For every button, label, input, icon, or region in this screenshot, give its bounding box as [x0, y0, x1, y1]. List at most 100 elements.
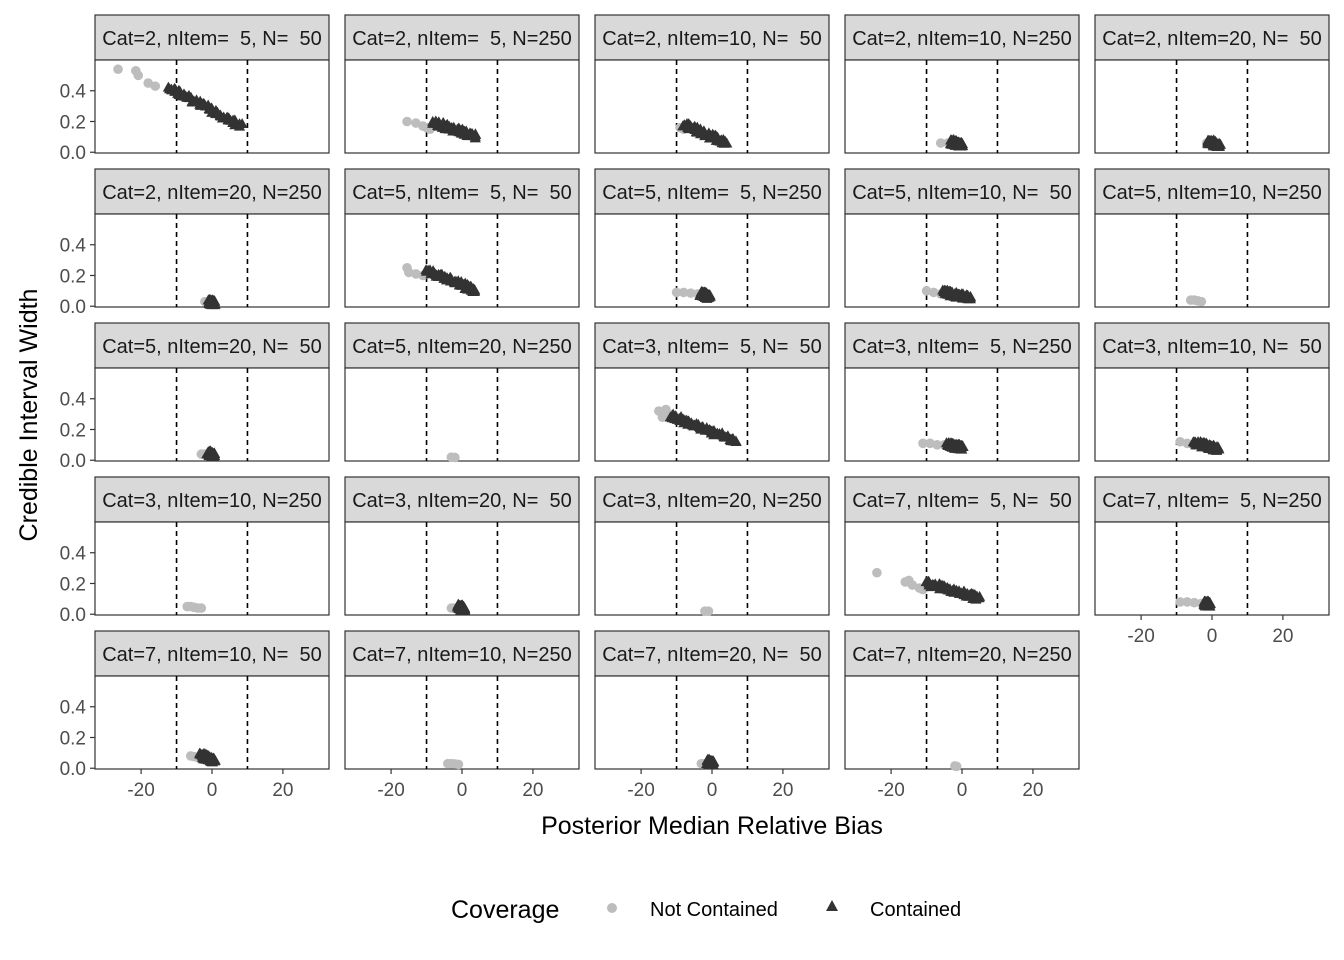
point-contained [954, 138, 966, 149]
point-not-contained [678, 287, 689, 298]
facet-panel: Cat=2, nItem=10, N=250 [844, 14, 1080, 154]
facet-panel: Cat=5, nItem= 5, N=250 [594, 168, 830, 308]
point-contained [957, 440, 969, 451]
point-contained [206, 755, 219, 766]
y-axis: 0.0 0.2 0.4 [60, 698, 95, 780]
facet-strip-label: Cat=7, nItem=20, N=250 [852, 644, 1072, 666]
facet-panel: Cat=5, nItem=10, N=250 [1094, 168, 1330, 308]
y-axis-title: Credible Interval Width [15, 289, 43, 542]
x-tick-label: 20 [522, 780, 543, 801]
facet-strip [594, 630, 830, 677]
facet-plot-area [344, 675, 580, 770]
facet-plot-area [594, 367, 830, 462]
x-tick-label: 0 [457, 780, 468, 801]
facet-panel: Cat=3, nItem= 5, N= 50 [594, 322, 830, 462]
facet-panel: Cat=7, nItem= 5, N=250 [1094, 476, 1330, 616]
facet-panel: Cat=5, nItem=10, N= 50 [844, 168, 1080, 308]
point-not-contained [113, 64, 123, 75]
x-tick-label: 0 [707, 780, 718, 801]
facet-panel: Cat=7, nItem=20, N= 50 [594, 630, 830, 770]
point-not-contained [1175, 597, 1185, 607]
facet-strip [1094, 322, 1330, 369]
facet-panel: Cat=2, nItem=20, N=250 [94, 168, 330, 310]
facet-strip [844, 476, 1080, 523]
point-contained [459, 603, 471, 614]
facet-plot-area [594, 675, 830, 770]
facet-panel: Cat=3, nItem=20, N=250 [594, 476, 830, 616]
facet-panel: Cat=2, nItem=10, N= 50 [594, 14, 830, 154]
facet-strip [594, 14, 830, 61]
point-not-contained [703, 606, 714, 616]
x-tick-label: 20 [272, 780, 293, 801]
facet-strip [844, 168, 1080, 215]
facet-plot-area [594, 213, 830, 308]
facet-plot-area [844, 675, 1080, 770]
y-tick-label: 0.0 [60, 143, 86, 164]
y-tick-label: 0.2 [60, 728, 86, 749]
facet-strip [844, 14, 1080, 61]
facet-strip [94, 322, 330, 369]
facet-panel: Cat=2, nItem= 5, N=250 [344, 14, 580, 154]
y-tick-label: 0.0 [60, 605, 86, 626]
x-axes-layer: -20 0 20 -20 0 20 -20 0 20 -20 0 20 -20 0 20 [127, 615, 1293, 801]
x-tick-label: -20 [377, 780, 404, 801]
facet-panel: Cat=7, nItem=10, N= 50 [94, 630, 330, 770]
x-tick-label: 20 [1272, 626, 1293, 647]
x-tick-label: -20 [877, 780, 904, 801]
point-not-contained [453, 759, 464, 770]
point-not-contained [1189, 597, 1200, 608]
x-axis: -20 0 20 [377, 769, 543, 801]
facet-panel: Cat=2, nItem= 5, N= 50 [94, 14, 330, 154]
facet-strip [94, 630, 330, 677]
facet-plot-area [1094, 213, 1330, 308]
legend: Coverage Not Contained Contained [451, 896, 961, 924]
point-not-contained [402, 116, 412, 127]
y-tick-label: 0.0 [60, 297, 86, 318]
point-not-contained [951, 761, 962, 772]
facet-strip-label: Cat=3, nItem= 5, N=250 [852, 336, 1072, 358]
point-not-contained [935, 138, 946, 148]
legend-label-not-contained: Not Contained [650, 899, 778, 921]
facet-strip-label: Cat=7, nItem=20, N= 50 [602, 644, 822, 666]
facet-panel: Cat=3, nItem= 5, N=250 [844, 322, 1080, 462]
y-axes-layer: 0.00.20.40.00.20.40.00.20.40.00.20.40.00… [60, 82, 95, 780]
y-tick-label: 0.0 [60, 451, 86, 472]
facet-strip-label: Cat=2, nItem=20, N= 50 [1102, 28, 1322, 50]
point-not-contained [1182, 597, 1192, 607]
y-tick-label: 0.2 [60, 266, 86, 287]
facet-strip-label: Cat=5, nItem= 5, N= 50 [352, 182, 572, 204]
facet-strip [1094, 168, 1330, 215]
point-contained [208, 451, 220, 462]
legend-key-not-contained-icon [607, 903, 617, 913]
point-not-contained [671, 287, 682, 298]
facet-strip-label: Cat=3, nItem= 5, N= 50 [602, 336, 822, 358]
x-tick-label: 20 [772, 780, 793, 801]
facet-strip [844, 630, 1080, 677]
facet-strip [94, 476, 330, 523]
x-tick-label: 0 [207, 780, 218, 801]
facet-strip [594, 322, 830, 369]
facet-plot-area [594, 521, 830, 616]
facet-strip [344, 476, 580, 523]
facet-plot-area [344, 521, 580, 616]
facet-strip [344, 322, 580, 369]
point-not-contained [872, 567, 882, 578]
x-axis: -20 0 20 [627, 769, 793, 801]
point-contained [730, 435, 742, 446]
facet-panel: Cat=5, nItem= 5, N= 50 [344, 168, 580, 308]
point-not-contained [450, 452, 460, 463]
facet-strip [594, 168, 830, 215]
facet-strip-label: Cat=7, nItem= 5, N=250 [1102, 490, 1322, 512]
y-axis: 0.0 0.2 0.4 [60, 544, 95, 626]
x-axis-title: Posterior Median Relative Bias [541, 812, 883, 840]
x-tick-label: 0 [957, 780, 968, 801]
point-not-contained [150, 81, 161, 91]
facet-panel: Cat=3, nItem=20, N= 50 [344, 476, 580, 616]
x-axis: -20 0 20 [127, 769, 293, 801]
facet-plot-area [844, 59, 1080, 154]
facet-strip [94, 168, 330, 215]
facet-strip [1094, 14, 1330, 61]
facet-strip-label: Cat=7, nItem= 5, N= 50 [852, 490, 1072, 512]
point-contained [964, 291, 977, 302]
